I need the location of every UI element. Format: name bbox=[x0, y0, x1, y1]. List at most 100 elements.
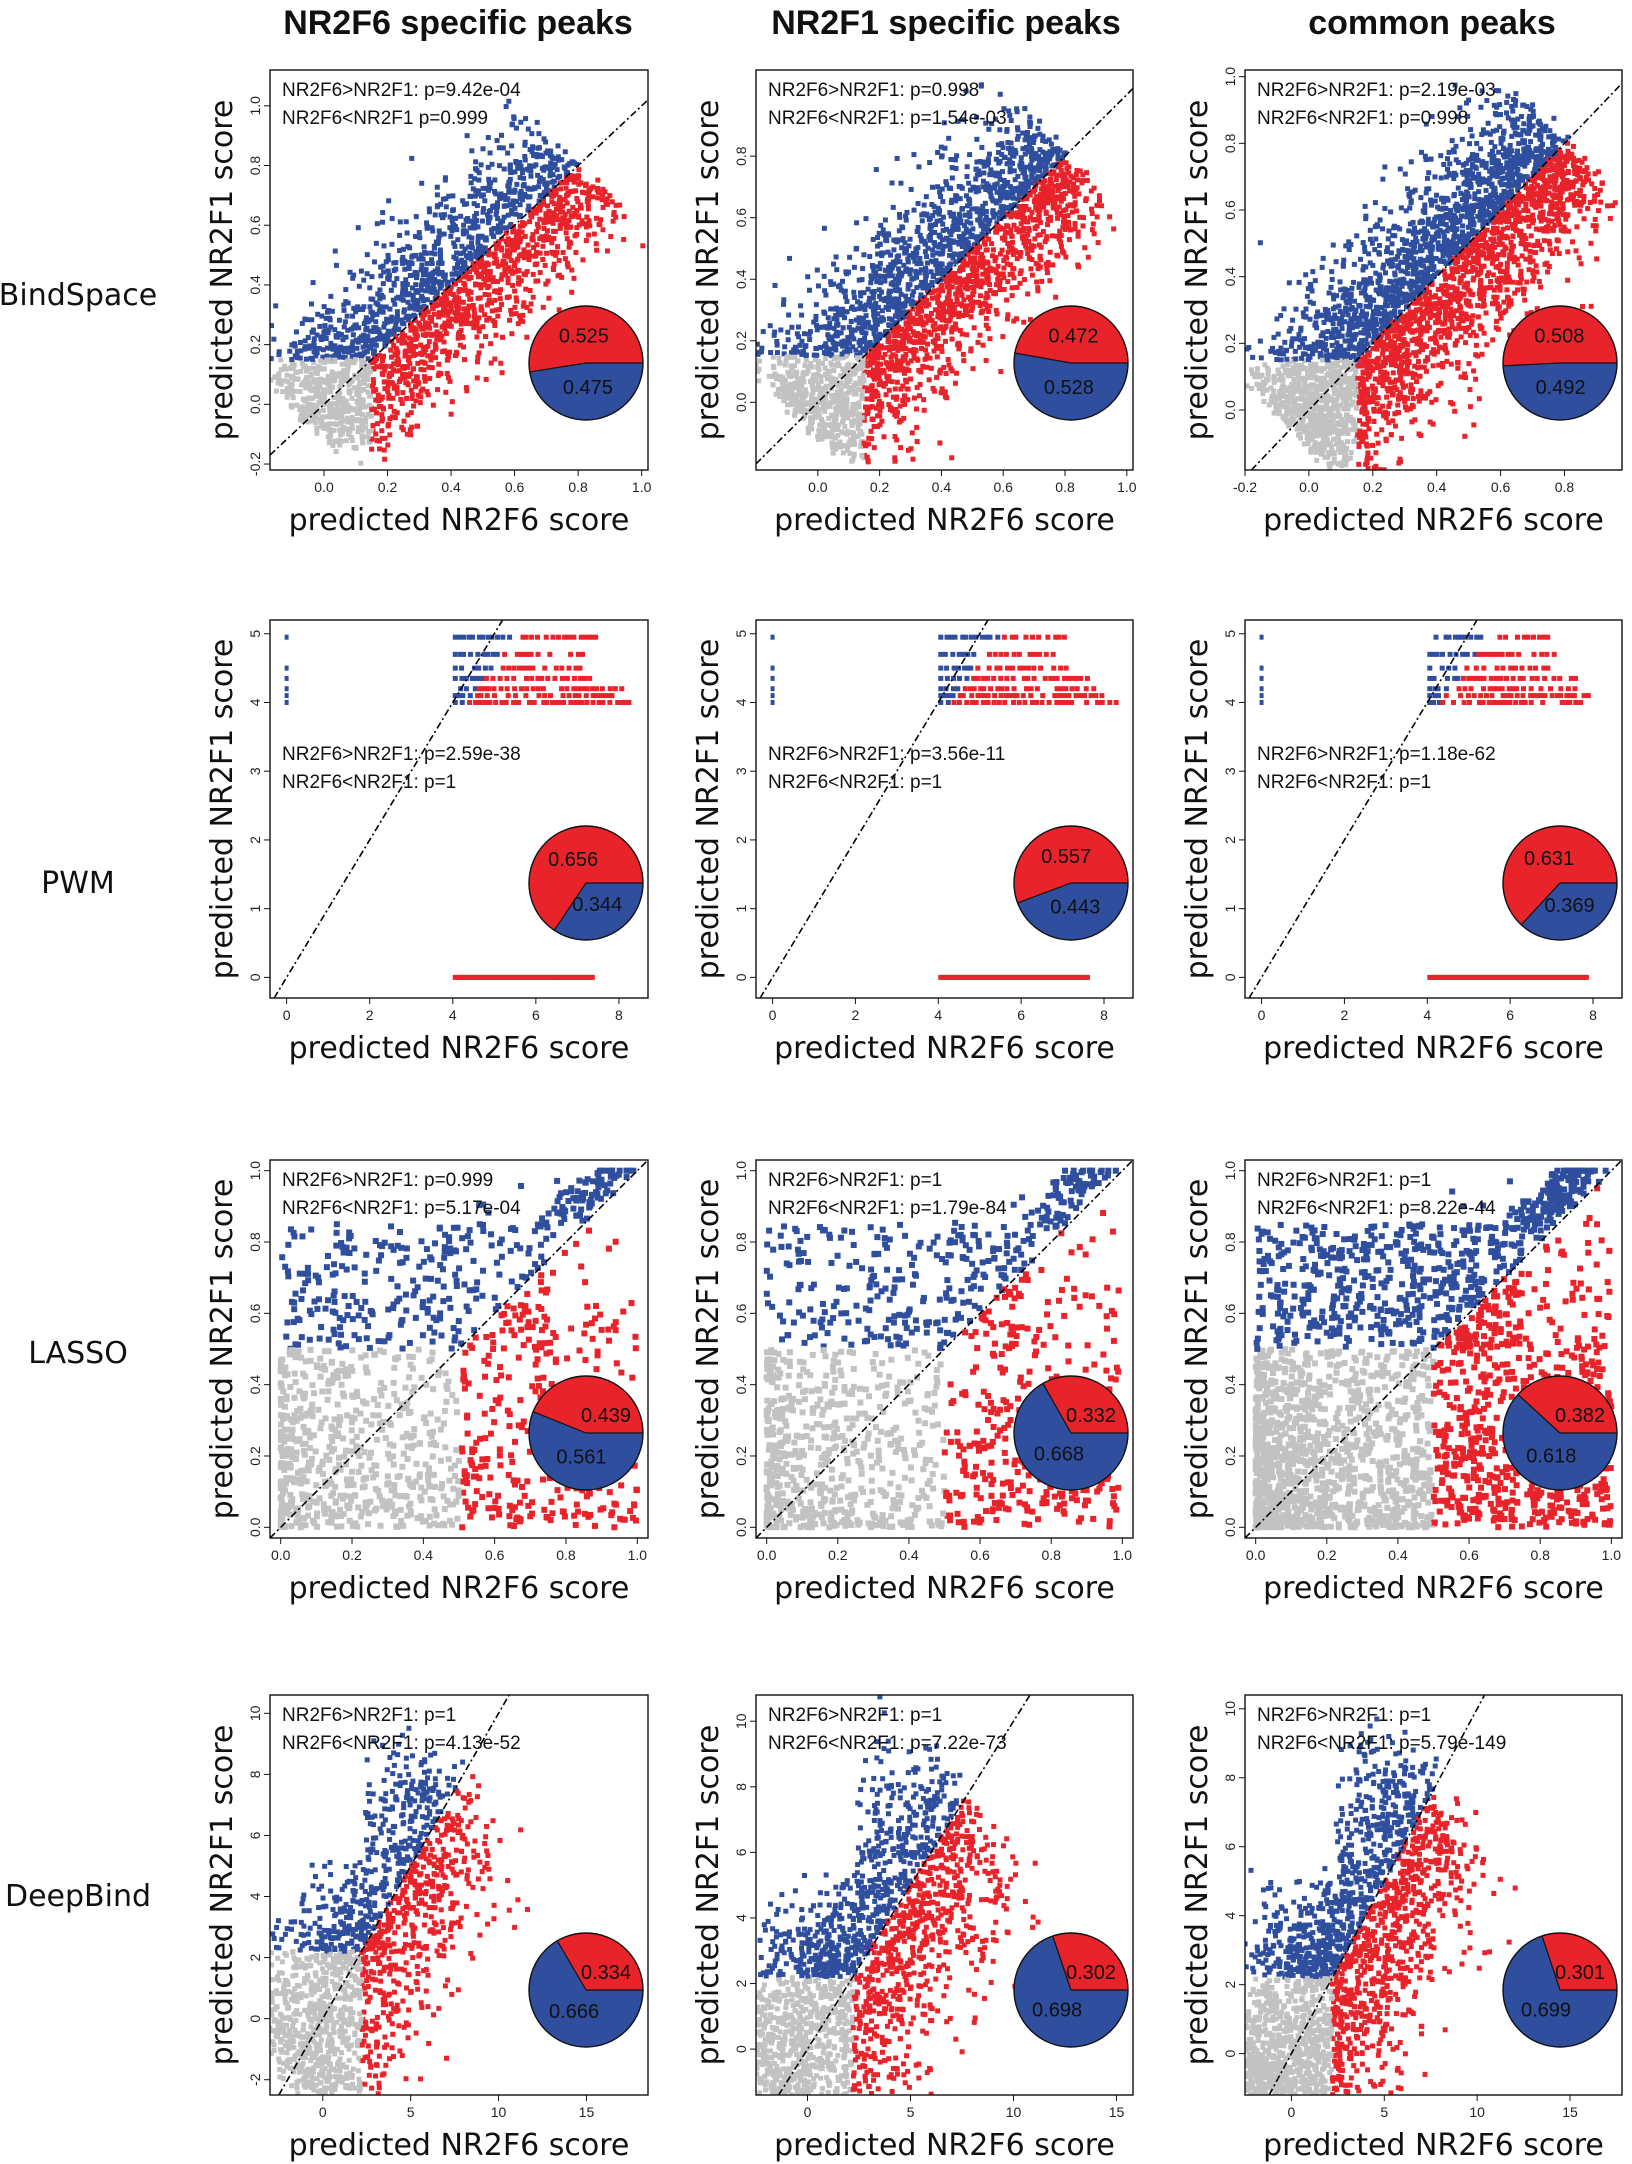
data-point bbox=[432, 299, 438, 305]
data-point bbox=[485, 262, 491, 268]
data-point bbox=[1070, 185, 1076, 191]
data-point bbox=[962, 222, 968, 228]
data-point bbox=[1044, 200, 1050, 206]
data-point bbox=[489, 161, 495, 167]
pie-label-nr2f1-higher: 0.475 bbox=[563, 377, 613, 399]
data-point bbox=[1025, 136, 1031, 142]
data-point bbox=[1111, 226, 1117, 232]
data-point bbox=[966, 210, 972, 216]
data-point bbox=[566, 244, 572, 250]
data-point bbox=[533, 278, 539, 284]
x-tick-label: 0.6 bbox=[993, 479, 1013, 495]
data-point bbox=[407, 273, 413, 279]
data-point bbox=[935, 335, 941, 341]
data-point bbox=[833, 379, 839, 385]
data-point bbox=[802, 344, 808, 350]
data-point bbox=[846, 439, 852, 445]
data-point bbox=[819, 436, 825, 442]
data-point bbox=[331, 427, 337, 433]
data-point bbox=[912, 339, 918, 345]
data-point bbox=[535, 224, 541, 230]
data-point bbox=[953, 291, 959, 297]
data-point bbox=[374, 364, 380, 370]
data-point bbox=[369, 407, 375, 413]
data-point bbox=[367, 369, 373, 375]
data-point bbox=[541, 237, 547, 243]
data-point bbox=[987, 265, 993, 271]
data-point bbox=[1045, 222, 1051, 228]
data-point bbox=[382, 321, 388, 327]
data-point bbox=[851, 264, 857, 270]
data-point bbox=[428, 289, 434, 295]
y-axis-label: predicted NR2F1 score bbox=[205, 100, 240, 441]
data-point bbox=[940, 228, 946, 234]
data-point bbox=[441, 300, 447, 306]
plot-frame bbox=[269, 69, 649, 471]
data-point bbox=[512, 288, 518, 294]
data-point bbox=[467, 225, 473, 231]
data-point bbox=[1023, 179, 1029, 185]
data-point bbox=[999, 169, 1005, 175]
data-point bbox=[424, 389, 430, 395]
data-point bbox=[915, 225, 921, 231]
data-point bbox=[476, 170, 482, 176]
data-point bbox=[461, 231, 467, 237]
data-point bbox=[375, 291, 381, 297]
data-point bbox=[879, 418, 885, 424]
data-point bbox=[839, 443, 845, 449]
data-point bbox=[555, 244, 561, 250]
data-point bbox=[834, 322, 840, 328]
data-point bbox=[478, 193, 484, 199]
data-point bbox=[326, 358, 332, 364]
data-point bbox=[857, 375, 863, 381]
data-point bbox=[303, 380, 309, 386]
data-point bbox=[311, 336, 317, 342]
data-point bbox=[811, 400, 817, 406]
y-tick-label: 0.0 bbox=[247, 394, 263, 414]
data-point bbox=[1547, 174, 1553, 180]
data-point bbox=[499, 236, 505, 242]
data-point bbox=[455, 262, 461, 268]
data-point bbox=[1373, 270, 1379, 276]
data-point bbox=[554, 213, 560, 219]
data-point bbox=[877, 422, 883, 428]
data-point bbox=[397, 232, 403, 238]
data-point bbox=[947, 276, 953, 282]
data-point bbox=[343, 334, 349, 340]
data-point bbox=[874, 235, 880, 241]
data-point bbox=[318, 334, 324, 340]
data-point bbox=[908, 376, 914, 382]
data-point bbox=[361, 380, 367, 386]
data-point bbox=[1075, 229, 1081, 235]
data-point bbox=[341, 324, 347, 330]
data-point bbox=[313, 353, 319, 359]
data-point bbox=[898, 445, 904, 451]
data-points bbox=[1245, 82, 1618, 470]
data-point bbox=[953, 326, 959, 332]
data-point bbox=[891, 339, 897, 345]
data-point bbox=[1013, 316, 1019, 322]
data-point bbox=[1090, 221, 1096, 227]
data-point bbox=[402, 352, 408, 358]
data-point bbox=[466, 234, 472, 240]
data-point bbox=[946, 318, 952, 324]
data-point bbox=[377, 446, 383, 452]
data-point bbox=[576, 213, 582, 219]
data-point bbox=[868, 355, 874, 361]
data-point bbox=[468, 289, 474, 295]
data-point bbox=[974, 136, 980, 142]
data-point bbox=[1045, 216, 1051, 222]
data-point bbox=[377, 287, 383, 293]
data-point bbox=[869, 392, 875, 398]
data-point bbox=[298, 348, 304, 354]
data-point bbox=[862, 452, 868, 458]
data-point bbox=[309, 395, 315, 401]
data-point bbox=[564, 200, 570, 206]
data-point bbox=[311, 378, 317, 384]
data-point bbox=[919, 279, 925, 285]
data-point bbox=[347, 388, 353, 394]
data-point bbox=[509, 243, 515, 249]
data-point bbox=[522, 233, 528, 239]
data-point bbox=[408, 371, 414, 377]
data-point bbox=[492, 253, 498, 259]
